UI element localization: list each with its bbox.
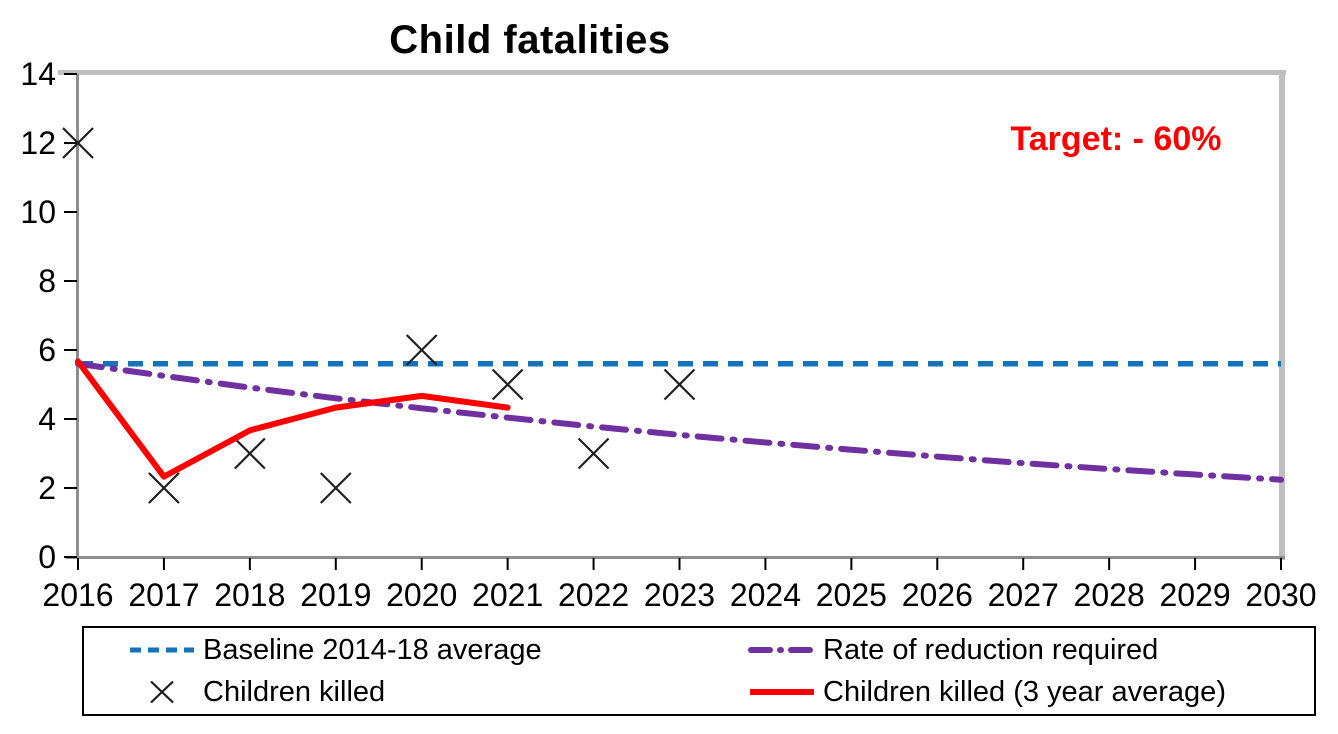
svg-text:2: 2 — [38, 470, 56, 506]
svg-text:2024: 2024 — [730, 577, 801, 613]
svg-text:8: 8 — [38, 263, 56, 299]
legend-item-3yr-average: Children killed (3 year average) — [748, 675, 1314, 709]
svg-text:6: 6 — [38, 332, 56, 368]
svg-text:2022: 2022 — [558, 577, 629, 613]
svg-text:10: 10 — [20, 194, 56, 230]
legend-label-rate-of-reduction: Rate of reduction required — [823, 633, 1159, 666]
svg-text:2030: 2030 — [1245, 577, 1316, 613]
legend-item-baseline: Baseline 2014-18 average — [84, 633, 748, 667]
svg-text:2028: 2028 — [1074, 577, 1145, 613]
svg-text:12: 12 — [20, 125, 56, 161]
chart-legend: Baseline 2014-18 average Rate of reducti… — [82, 626, 1316, 716]
svg-text:0: 0 — [38, 539, 56, 575]
svg-text:2023: 2023 — [644, 577, 715, 613]
svg-text:2029: 2029 — [1159, 577, 1230, 613]
target-annotation: Target: - 60% — [1010, 120, 1222, 158]
x-marker-swatch — [150, 681, 174, 703]
svg-text:4: 4 — [38, 401, 56, 437]
svg-text:2026: 2026 — [902, 577, 973, 613]
svg-text:2021: 2021 — [472, 577, 543, 613]
legend-item-rate-of-reduction: Rate of reduction required — [748, 633, 1314, 667]
dash-dot-line-swatch — [748, 647, 816, 653]
svg-text:2027: 2027 — [988, 577, 1059, 613]
solid-line-swatch — [750, 689, 814, 695]
legend-item-children-killed: Children killed — [84, 675, 748, 709]
svg-text:2020: 2020 — [386, 577, 457, 613]
legend-label-3yr-average: Children killed (3 year average) — [823, 675, 1226, 708]
svg-text:2018: 2018 — [214, 577, 285, 613]
legend-label-children-killed: Children killed — [203, 675, 386, 708]
chart-title: Child fatalities — [389, 18, 671, 62]
svg-text:2016: 2016 — [42, 577, 113, 613]
svg-text:2019: 2019 — [300, 577, 371, 613]
dashed-line-swatch — [130, 647, 194, 653]
svg-text:2025: 2025 — [816, 577, 887, 613]
svg-text:2017: 2017 — [128, 577, 199, 613]
legend-label-baseline: Baseline 2014-18 average — [203, 633, 542, 666]
svg-text:14: 14 — [20, 56, 56, 92]
